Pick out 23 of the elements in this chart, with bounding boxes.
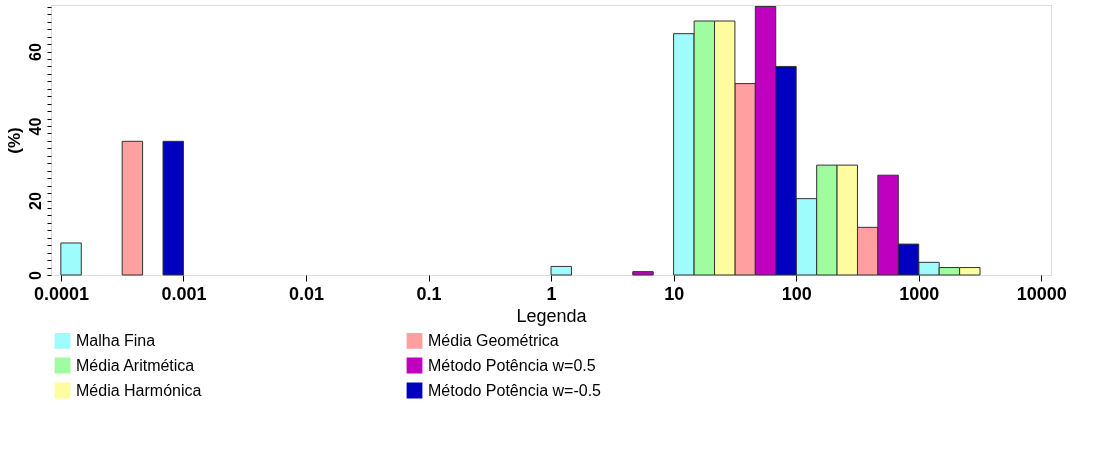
x-tick-label: 0.001 (161, 283, 207, 304)
y-tick-label: 0 (26, 270, 44, 280)
bar (632, 271, 654, 276)
y-axis-title: (%) (4, 127, 24, 154)
x-tick-label: 100 (781, 283, 812, 304)
x-tick-label: 1000 (899, 283, 940, 304)
y-tick-label: 60 (26, 43, 44, 61)
legend-label: Média Harmónica (76, 381, 202, 399)
x-tick-label: 0.0001 (33, 283, 89, 304)
y-tick-label: 40 (26, 117, 44, 136)
legend-label: Método Potência w=0.5 (428, 356, 596, 374)
x-tick-label: 0.1 (416, 283, 442, 304)
bar (550, 265, 572, 276)
legend-label: Média Aritmética (76, 356, 195, 374)
x-tick-label: 1 (546, 283, 557, 304)
legend-label: Método Potência w=-0.5 (428, 381, 602, 399)
x-axis-title: Legenda (516, 305, 588, 326)
x-tick-label: 0.01 (288, 283, 325, 304)
x-tick-label: 10 (664, 283, 685, 304)
legend-label: Malha Fina (76, 331, 156, 349)
y-tick-label: 20 (26, 192, 44, 210)
x-tick-label: 10000 (1016, 283, 1067, 304)
legend-label: Média Geométrica (428, 331, 559, 349)
